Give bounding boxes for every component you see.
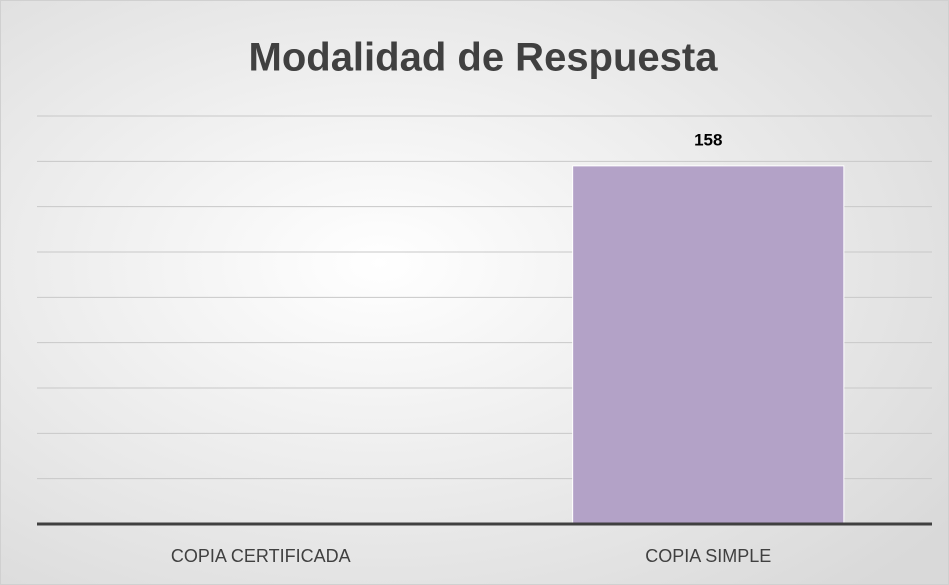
data-label: 158 bbox=[694, 130, 722, 149]
x-tick-label: COPIA SIMPLE bbox=[645, 546, 771, 566]
chart-title: Modalidad de Respuesta bbox=[249, 36, 719, 80]
bar bbox=[572, 165, 845, 525]
x-tick-label: COPIA CERTIFICADA bbox=[171, 546, 351, 566]
